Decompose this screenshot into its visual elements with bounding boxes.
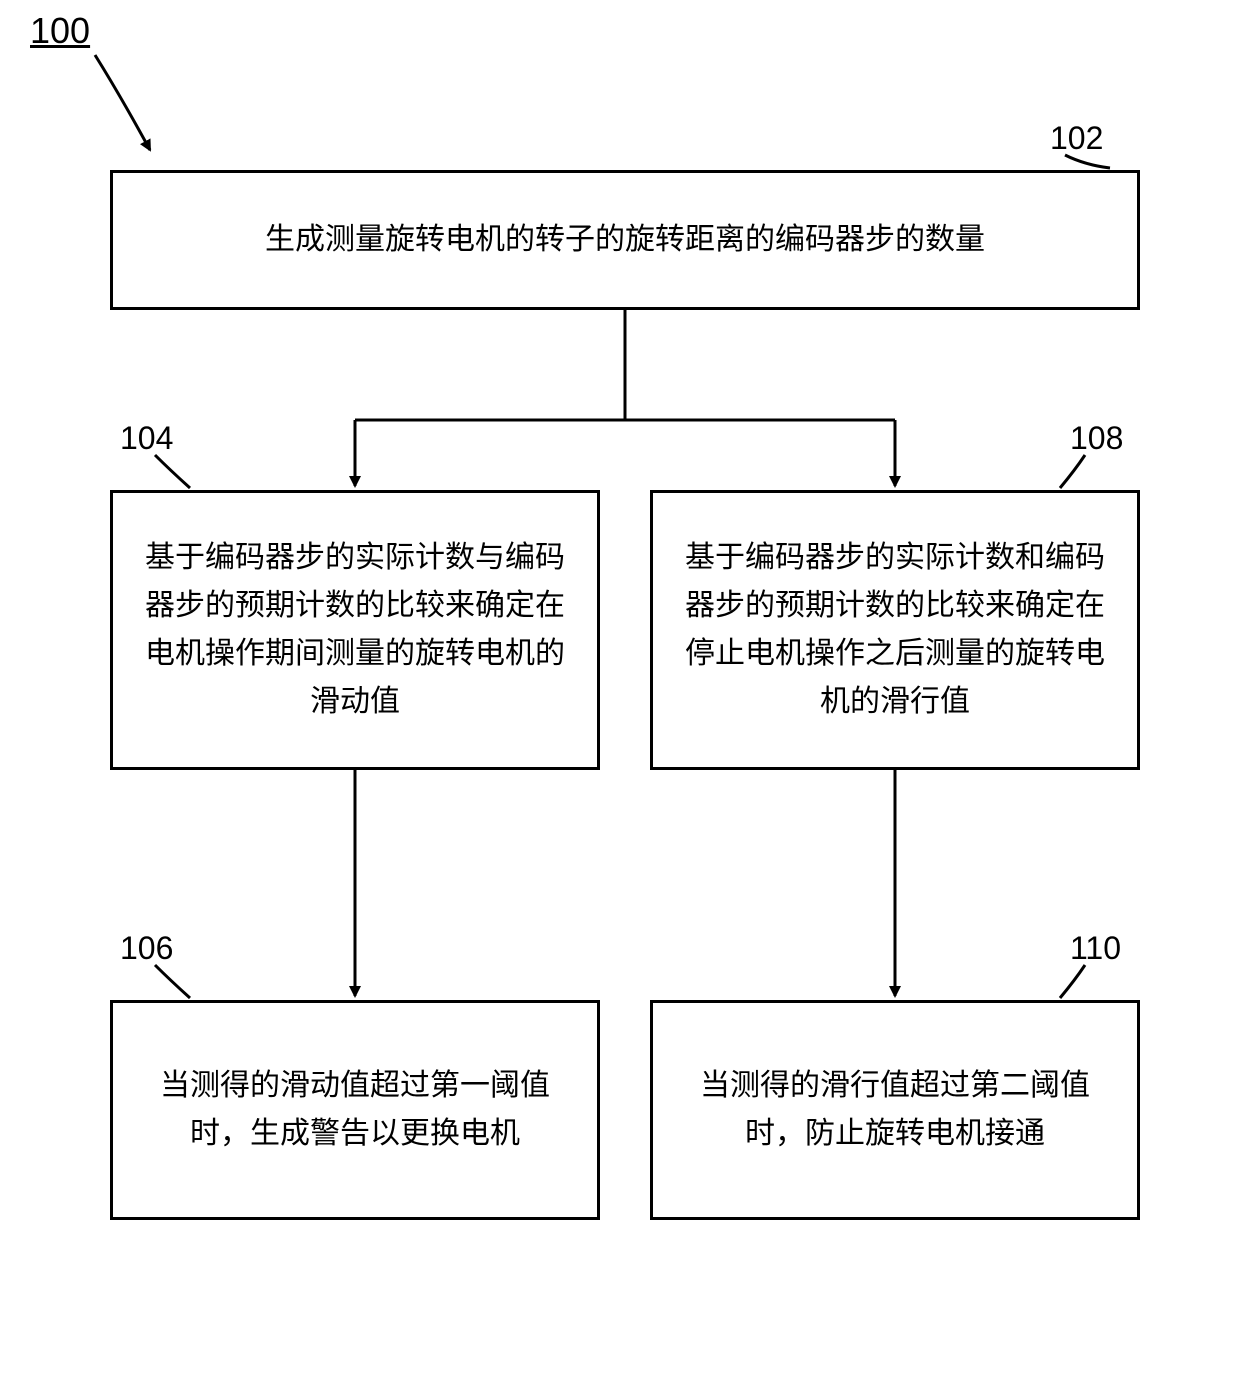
flowchart-node-104: 基于编码器步的实际计数与编码器步的预期计数的比较来确定在电机操作期间测量的旋转电… (110, 490, 600, 770)
flowchart-node-110: 当测得的滑行值超过第二阈值时，防止旋转电机接通 (650, 1000, 1140, 1220)
flowchart-node-106: 当测得的滑动值超过第一阈值时，生成警告以更换电机 (110, 1000, 600, 1220)
ref-label-110: 110 (1070, 930, 1121, 967)
node-110-text: 当测得的滑行值超过第二阈值时，防止旋转电机接通 (683, 1062, 1107, 1158)
ref-label-102: 102 (1050, 120, 1103, 157)
node-102-text: 生成测量旋转电机的转子的旋转距离的编码器步的数量 (265, 216, 985, 264)
ref-label-104: 104 (120, 420, 173, 457)
ref-label-106: 106 (120, 930, 173, 967)
node-104-text: 基于编码器步的实际计数与编码器步的预期计数的比较来确定在电机操作期间测量的旋转电… (143, 534, 567, 726)
ref-label-108: 108 (1070, 420, 1123, 457)
flowchart-node-108: 基于编码器步的实际计数和编码器步的预期计数的比较来确定在停止电机操作之后测量的旋… (650, 490, 1140, 770)
flowchart-node-102: 生成测量旋转电机的转子的旋转距离的编码器步的数量 (110, 170, 1140, 310)
node-106-text: 当测得的滑动值超过第一阈值时，生成警告以更换电机 (143, 1062, 567, 1158)
node-108-text: 基于编码器步的实际计数和编码器步的预期计数的比较来确定在停止电机操作之后测量的旋… (683, 534, 1107, 726)
diagram-ref-100: 100 (30, 10, 90, 52)
